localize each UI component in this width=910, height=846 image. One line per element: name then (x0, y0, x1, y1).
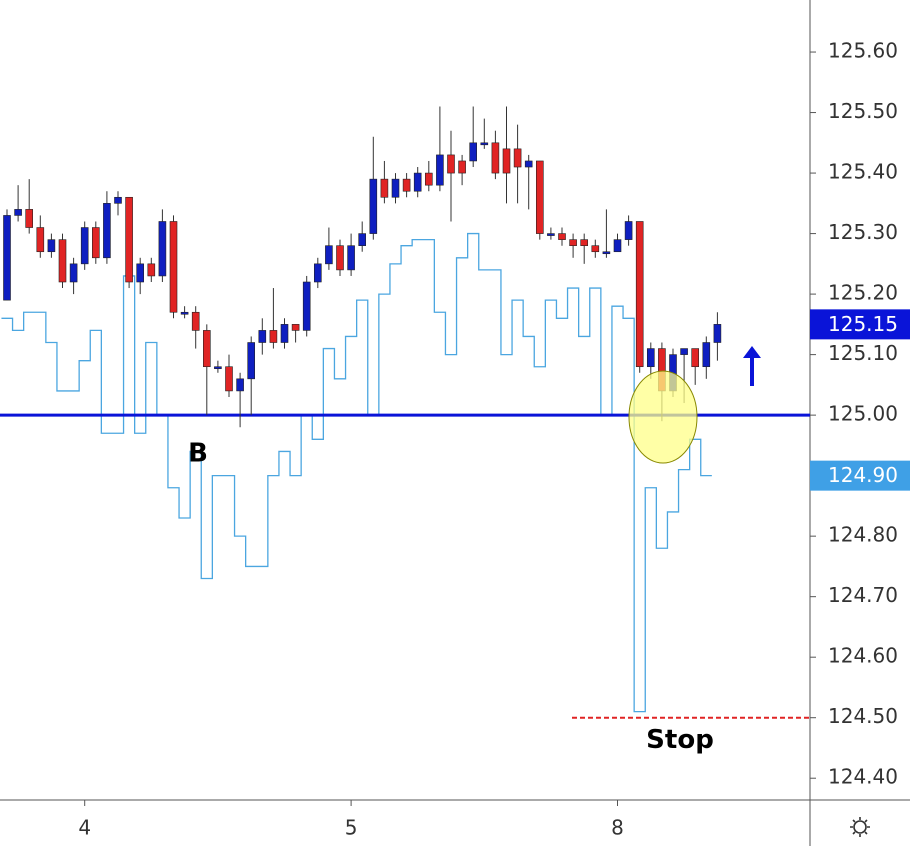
candle-body (169, 221, 178, 313)
candle-body (280, 324, 289, 343)
candle-body (613, 239, 622, 253)
x-tick-label: 8 (611, 816, 624, 840)
candle-body (47, 239, 56, 253)
annotation: B (188, 439, 208, 469)
candle-body (336, 245, 344, 271)
y-tick-label: 125.50 (828, 99, 898, 123)
candle-body (369, 178, 378, 234)
highlight-circle (628, 370, 698, 464)
candle-body (25, 209, 34, 228)
y-tick-label: 125.60 (828, 39, 898, 63)
candle-body (358, 233, 367, 246)
price-label: 124.90 (828, 463, 898, 487)
candle-body (191, 311, 200, 331)
price-label-box (810, 460, 910, 491)
candle-body (380, 178, 389, 198)
candle-body (558, 233, 566, 240)
candle-body (36, 227, 45, 253)
candle-body (258, 330, 267, 343)
x-tick-label: 4 (78, 816, 91, 840)
candle-body (269, 330, 278, 343)
candle-body (680, 348, 688, 355)
candle-body (447, 154, 455, 174)
candle-body (125, 196, 133, 283)
candle-body (591, 245, 600, 253)
candle-body (635, 221, 644, 368)
candle-body (624, 221, 633, 240)
x-tick-label: 5 (345, 816, 358, 840)
candle-body (547, 233, 555, 236)
candle-body (69, 263, 78, 283)
candle-body (480, 142, 489, 146)
y-tick-label: 124.80 (828, 523, 898, 547)
candle-body (103, 203, 111, 259)
candle-body (713, 324, 722, 343)
candle-body (391, 178, 400, 198)
candle-body (291, 324, 300, 331)
candle-body (524, 160, 533, 168)
price-label-box (810, 309, 910, 340)
y-tick-label: 124.60 (828, 644, 898, 668)
stop-label: Stop (646, 725, 714, 755)
candle-body (646, 348, 655, 368)
candle-body (347, 245, 355, 271)
candle-body (236, 378, 244, 392)
candle-body (702, 342, 711, 368)
price-label: 125.15 (828, 312, 898, 336)
candle-body (469, 142, 478, 162)
candle-body (80, 227, 89, 265)
y-tick-label: 124.70 (828, 583, 898, 607)
candle-body (92, 227, 100, 259)
candle-body (325, 245, 333, 265)
candle-body (180, 311, 189, 315)
y-tick-label: 125.30 (828, 220, 898, 244)
candle-body (14, 209, 22, 216)
candle-body (147, 263, 156, 277)
candle-body (247, 342, 255, 380)
candle-body (158, 221, 167, 277)
candle-body (3, 215, 11, 301)
candle-body (313, 263, 322, 283)
arrow-head (743, 346, 761, 358)
candle-body (424, 172, 433, 186)
candle-body (569, 239, 577, 246)
y-tick-label: 125.40 (828, 160, 898, 184)
candle-body (225, 366, 233, 392)
candle-body (413, 172, 422, 192)
candle-body (302, 281, 311, 331)
candle-body (402, 178, 411, 192)
candle-body (691, 348, 700, 368)
candle-body (136, 263, 144, 283)
candle-body (214, 366, 222, 370)
y-tick-label: 125.10 (828, 341, 898, 365)
y-tick-label: 125.00 (828, 402, 898, 426)
step-line (1, 232, 712, 713)
candle-body (491, 142, 500, 174)
candle-body (436, 154, 444, 186)
candle-body (502, 148, 511, 174)
candle-body (580, 239, 589, 246)
candle-body (203, 330, 211, 368)
candle-body (114, 196, 122, 204)
candle-body (458, 160, 466, 174)
y-tick-label: 124.50 (828, 704, 898, 728)
y-tick-label: 125.20 (828, 281, 898, 305)
y-tick-label: 124.40 (828, 765, 898, 789)
candle-body (602, 251, 611, 255)
candle-body (513, 148, 522, 168)
candle-body (58, 239, 67, 283)
settings-icon[interactable] (850, 817, 870, 837)
candle-body (535, 160, 544, 234)
